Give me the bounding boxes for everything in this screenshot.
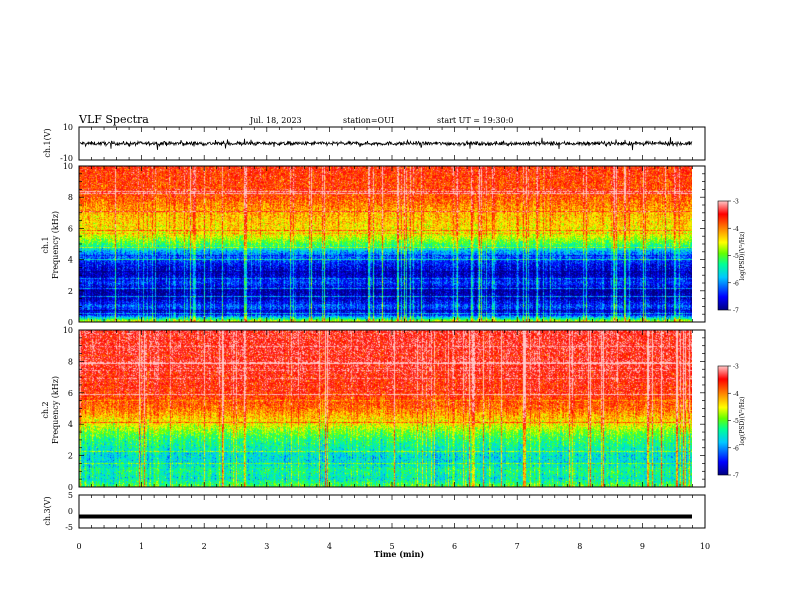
- frequency-tick-label: 10: [63, 162, 73, 171]
- ch1-ytick-label: -10: [60, 154, 73, 163]
- ch1-colorbar-label: log(PSD)(V2/Hz): [738, 232, 746, 281]
- colorbar-tick-label: -7: [733, 308, 739, 315]
- time-axis-tick-label: 4: [327, 542, 332, 551]
- ch1-ytick-label: 10: [63, 123, 73, 132]
- ch3-waveform-panel: 5 0 -5 ch.3(V): [43, 491, 706, 532]
- ch3-ytick-label: -5: [65, 523, 73, 532]
- colorbar-tick-label: -6: [733, 280, 739, 287]
- frequency-tick-label: 8: [68, 357, 73, 366]
- ch1-waveform-line: [79, 137, 693, 151]
- ch1-spectrogram-yticks: 0 2 4 6 8 10: [63, 162, 705, 327]
- ch3-ytick-label: 5: [68, 491, 73, 500]
- time-axis-tick-label: 7: [515, 542, 520, 551]
- ch2-colorbar-label: log(PSD)(V2/Hz): [738, 397, 746, 446]
- time-axis-tick-label: 5: [389, 542, 394, 551]
- frequency-tick-label: 6: [68, 389, 73, 398]
- date-label: Jul. 18, 2023: [249, 116, 302, 125]
- ch2-colorbar: [717, 365, 729, 476]
- time-axis-tick-label: 2: [202, 542, 207, 551]
- frequency-tick-label: 4: [68, 420, 73, 429]
- colorbar-tick-label: -4: [733, 391, 739, 398]
- ch1-ylabel: ch.1(V): [43, 128, 52, 157]
- time-axis-tick-labels: 0 1 2 3 4 5 6 7 8 9 10: [76, 542, 710, 551]
- colorbar-tick-label: -3: [733, 364, 739, 371]
- ch1-spectrogram-ylabel: Frequency (kHz): [51, 211, 60, 279]
- time-axis-tick-label: 9: [640, 542, 645, 551]
- frequency-tick-label: 0: [68, 318, 73, 327]
- frequency-tick-label: 0: [68, 483, 73, 492]
- time-axis-label: Time (min): [374, 549, 424, 559]
- ch1-spectrogram-image: [79, 166, 692, 322]
- ch2-spectrogram-yticks: 0 2 4 6 8 10: [63, 326, 705, 492]
- time-axis-tick-label: 0: [76, 542, 81, 551]
- ch3-ytick-label: 0: [68, 507, 73, 516]
- frequency-tick-label: 2: [68, 452, 73, 461]
- ch1-colorbar-ticks: -3 -4 -5 -6 -7: [728, 199, 739, 315]
- colorbar-tick-label: -6: [733, 445, 739, 452]
- ch1-spectrogram-ylabel-channel: ch.1: [41, 236, 50, 253]
- frequency-tick-label: 4: [68, 256, 73, 265]
- frequency-tick-label: 8: [68, 193, 73, 202]
- frequency-tick-label: 10: [63, 326, 73, 335]
- ch3-ylabel: ch.3(V): [43, 496, 52, 525]
- frequency-tick-label: 2: [68, 287, 73, 296]
- frequency-tick-label: 6: [68, 224, 73, 233]
- ch2-colorbar-ticks: -3 -4 -5 -6 -7: [728, 364, 739, 480]
- colorbar-tick-label: -5: [733, 253, 739, 260]
- ch3-x-ticks: [78, 495, 706, 528]
- ch1-x-ticks: [78, 127, 706, 160]
- colorbar-tick-label: -5: [733, 418, 739, 425]
- colorbar-tick-label: -7: [733, 473, 739, 480]
- time-axis-tick-label: 3: [264, 542, 269, 551]
- start-time-label: start UT = 19:30:0: [437, 116, 513, 125]
- colorbar-tick-label: -3: [733, 199, 739, 206]
- ch2-spectrogram-xticks: [78, 330, 706, 487]
- figure-title: VLF Spectra: [78, 113, 149, 126]
- colorbar-tick-label: -4: [733, 226, 739, 233]
- ch1-colorbar: [717, 200, 729, 311]
- ch1-waveform-panel: 10 -10 ch.1(V): [43, 123, 706, 163]
- ch2-spectrogram-ylabel: Frequency (kHz): [51, 376, 60, 444]
- time-axis-tick-label: 10: [700, 542, 710, 551]
- station-label: station=OUI: [343, 116, 394, 125]
- time-axis-tick-label: 1: [139, 542, 144, 551]
- ch1-spectrogram-xticks: [78, 166, 706, 322]
- ch2-spectrogram-ylabel-channel: ch.2: [41, 401, 50, 418]
- time-axis-tick-label: 8: [577, 542, 582, 551]
- time-axis-tick-label: 6: [452, 542, 457, 551]
- ch2-spectrogram-image: [79, 330, 692, 487]
